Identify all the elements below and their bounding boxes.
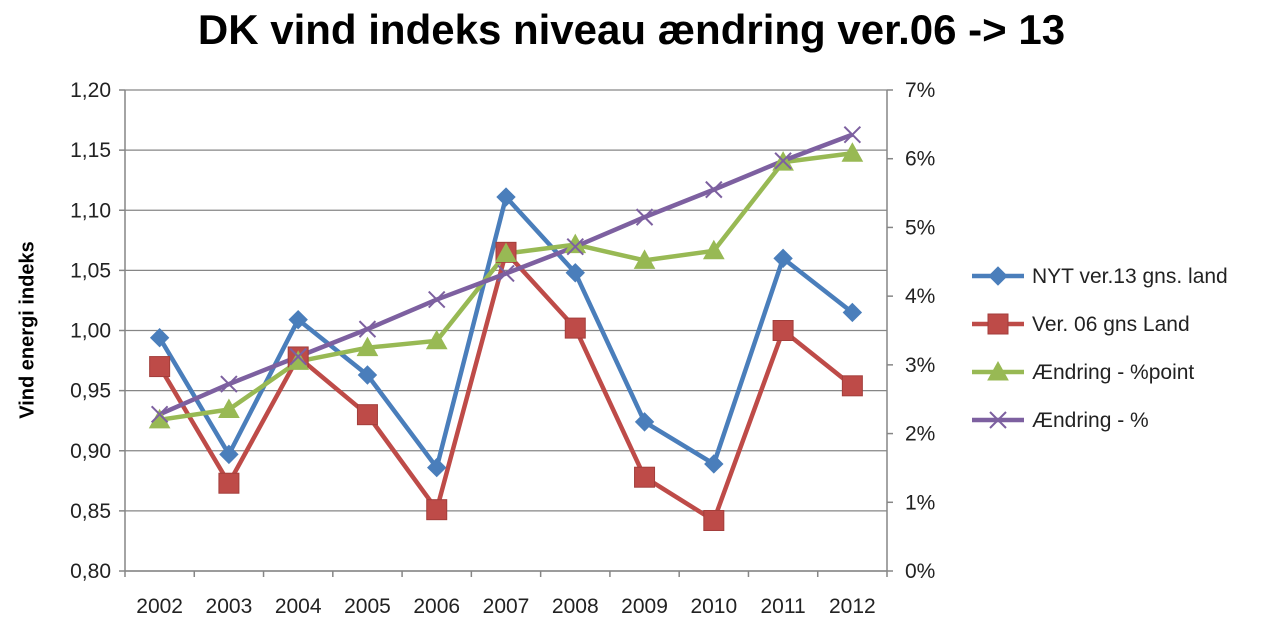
x-marker-stroke (566, 237, 584, 256)
y2-tick-label: 0% (905, 560, 935, 583)
x-tick-label: 2008 (552, 595, 599, 618)
x-tick-label: 2007 (483, 595, 530, 618)
y2-tick-label: 7% (905, 79, 935, 102)
x-marker-stroke (428, 290, 446, 309)
legend-marker (989, 411, 1007, 429)
data-point-s2 (218, 472, 240, 494)
data-point-s4 (566, 237, 584, 256)
data-point-s4 (428, 290, 446, 309)
data-point-s1 (288, 309, 308, 330)
x-marker-stroke (289, 347, 307, 366)
data-point-s3 (218, 398, 240, 419)
legend-marker (987, 313, 1009, 335)
data-point-s3 (702, 239, 725, 260)
data-point-s3 (356, 336, 379, 357)
x-tick-label: 2002 (136, 595, 183, 618)
data-point-s2 (772, 320, 794, 341)
data-point-s1 (496, 187, 516, 207)
data-point-s2 (841, 375, 863, 397)
data-point-s3 (564, 233, 587, 254)
legend-label: Ændring - % (1032, 409, 1149, 432)
y-tick-label: 1,05 (70, 259, 111, 282)
y2-tick-label: 4% (905, 285, 935, 308)
series-lines (148, 125, 864, 531)
y-tick-label: 0,85 (70, 500, 111, 523)
y2-tick-label: 1% (905, 491, 935, 514)
data-point-s3 (841, 142, 864, 162)
data-point-s4 (358, 320, 377, 338)
legend-marker (987, 360, 1009, 381)
x-marker-stroke (989, 411, 1007, 429)
data-point-s1 (219, 444, 239, 465)
x-marker-stroke (220, 375, 238, 393)
data-point-s4 (289, 347, 307, 366)
data-point-s1 (704, 454, 724, 474)
data-point-s1 (565, 263, 585, 283)
x-marker-stroke (774, 152, 792, 170)
x-tick-label: 2003 (206, 595, 253, 618)
y2-tick-label: 2% (905, 423, 935, 446)
y-tick-label: 0,90 (70, 440, 111, 463)
data-point-s4 (774, 152, 792, 170)
legend-marker (988, 266, 1008, 286)
data-point-s3 (633, 249, 656, 269)
y2-tick-label: 6% (905, 148, 935, 171)
data-point-s2 (564, 317, 586, 339)
axes (119, 89, 893, 577)
legend: NYT ver.13 gns. land Ver. 06 gns Land Ændr… (972, 265, 1228, 432)
data-point-s2 (356, 404, 378, 426)
data-point-s4 (635, 208, 654, 226)
x-tick-label: 2011 (761, 595, 806, 618)
x-marker-stroke (150, 405, 169, 424)
data-point-s4 (220, 375, 238, 393)
data-point-s2 (703, 509, 725, 531)
x-marker-stroke (705, 180, 723, 199)
data-point-s2 (634, 466, 656, 488)
x-tick-label: 2006 (413, 595, 460, 618)
data-point-s1 (357, 365, 378, 385)
x-tick-label: 2009 (621, 595, 668, 618)
x-tick-label: 2004 (275, 595, 322, 618)
data-point-s1 (634, 412, 655, 432)
data-point-s4 (705, 180, 723, 199)
x-marker-stroke (358, 320, 377, 338)
legend-label: NYT ver.13 gns. land (1032, 265, 1228, 288)
data-point-s3 (425, 329, 448, 350)
y-tick-label: 1,10 (70, 199, 111, 222)
y2-tick-label: 3% (905, 354, 935, 377)
data-point-s3 (495, 242, 517, 263)
y-tick-label: 1,20 (70, 79, 111, 102)
y-tick-label: 0,95 (70, 380, 111, 403)
y-tick-label: 1,15 (70, 139, 111, 162)
data-point-s4 (843, 125, 862, 144)
x-tick-label: 2005 (344, 595, 391, 618)
data-point-s1 (427, 457, 447, 478)
chart-title: DK vind indeks niveau ændring ver.06 -> … (197, 6, 1066, 53)
data-point-s4 (150, 405, 169, 424)
legend-label: Ændring - %point (1032, 361, 1194, 384)
x-tick-label: 2010 (690, 595, 737, 618)
x-tick-label: 2012 (829, 595, 876, 618)
data-point-s4 (497, 264, 515, 283)
y2-tick-label: 5% (905, 216, 935, 239)
x-marker-stroke (497, 264, 515, 283)
x-marker-stroke (635, 208, 654, 226)
legend-label: Ver. 06 gns Land (1032, 313, 1190, 336)
data-point-s2 (149, 356, 171, 378)
data-point-s1 (149, 328, 170, 348)
data-point-s1 (842, 302, 863, 323)
y-tick-label: 0,80 (70, 560, 111, 583)
x-marker-stroke (843, 125, 862, 144)
y-tick-label: 1,00 (70, 320, 111, 343)
data-point-s1 (773, 248, 793, 269)
tick-labels: 0,80 0,85 0,90 0,95 1,00 1,05 1,10 1,15 1,20 0% 1%… (70, 79, 935, 618)
data-point-s2 (426, 499, 448, 521)
